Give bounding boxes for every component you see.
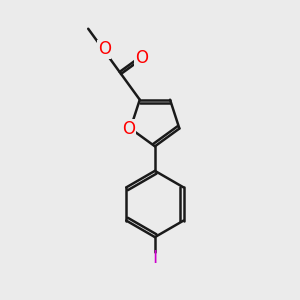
Text: I: I (152, 249, 158, 267)
Text: O: O (122, 119, 135, 137)
Text: O: O (135, 49, 148, 67)
Text: O: O (98, 40, 111, 58)
